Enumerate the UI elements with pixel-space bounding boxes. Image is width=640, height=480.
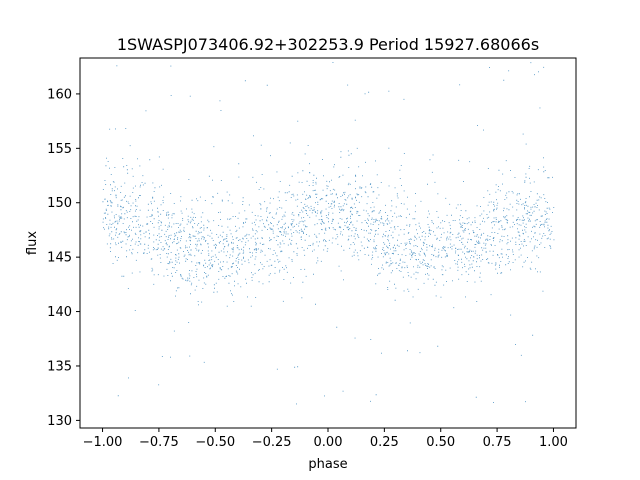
y-axis-label: flux xyxy=(25,231,40,255)
x-tick-label: −0.25 xyxy=(252,435,292,450)
y-tick-label: 160 xyxy=(47,87,72,102)
chart-title: 1SWASPJ073406.92+302253.9 Period 15927.6… xyxy=(117,35,539,54)
x-axis: −1.00 −0.75 −0.50 −0.25 0.00 0.25 0.50 0.75 1.00 xyxy=(83,428,568,450)
y-tick-label: 135 xyxy=(47,359,72,374)
x-axis-label: phase xyxy=(308,457,347,472)
y-tick-label: 155 xyxy=(47,142,72,157)
y-axis: 130 135 140 145 150 155 160 xyxy=(47,87,80,429)
x-tick-label: 0.25 xyxy=(370,435,399,450)
x-tick-label: −0.50 xyxy=(195,435,235,450)
x-tick-label: 0.00 xyxy=(314,435,343,450)
y-tick-label: 145 xyxy=(47,251,72,266)
x-tick-label: −0.75 xyxy=(139,435,179,450)
y-tick-label: 140 xyxy=(47,305,72,320)
x-tick-label: 0.50 xyxy=(426,435,455,450)
y-tick-label: 150 xyxy=(47,196,72,211)
x-tick-label: −1.00 xyxy=(83,435,123,450)
x-tick-label: 1.00 xyxy=(539,435,568,450)
x-tick-label: 0.75 xyxy=(483,435,512,450)
y-tick-label: 130 xyxy=(47,414,72,429)
